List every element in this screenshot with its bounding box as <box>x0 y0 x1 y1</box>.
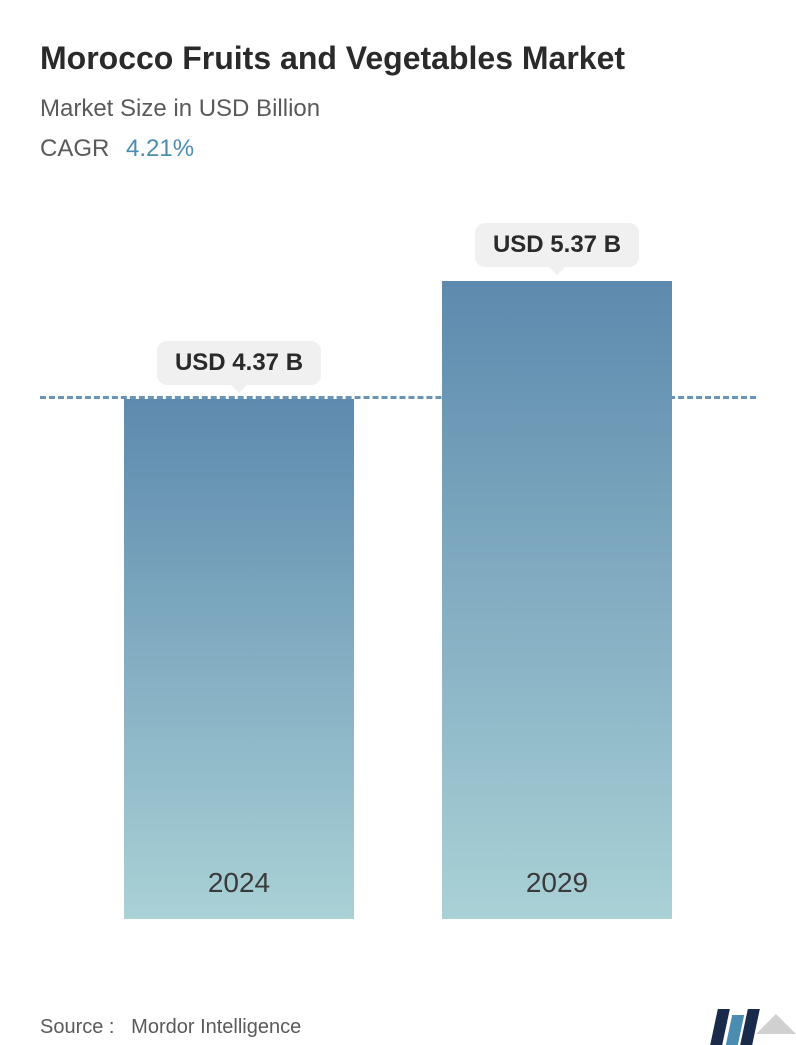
source-text: Source : Mordor Intelligence <box>40 1016 301 1039</box>
cagr-label: CAGR <box>40 135 109 162</box>
bar-group-2024: USD 4.37 B 2024 <box>124 341 354 919</box>
value-badge-2024: USD 4.37 B <box>157 341 321 385</box>
source-value: Mordor Intelligence <box>131 1016 301 1038</box>
value-badge-2029: USD 5.37 B <box>475 223 639 267</box>
logo <box>714 1009 756 1045</box>
source-label: Source : <box>40 1016 114 1038</box>
corner-fold-icon <box>756 994 796 1034</box>
subtitle: Market Size in USD Billion <box>40 95 756 123</box>
chart-container: Morocco Fruits and Vegetables Market Mar… <box>0 0 796 1034</box>
chart-area: USD 4.37 B 2024 USD 5.37 B 2029 <box>40 223 756 989</box>
bar-2029 <box>442 281 672 919</box>
footer: Source : Mordor Intelligence <box>40 999 756 1045</box>
bar-2024 <box>124 399 354 919</box>
page-title: Morocco Fruits and Vegetables Market <box>40 40 756 77</box>
cagr-value: 4.21% <box>126 135 194 162</box>
x-label-2029: 2029 <box>526 867 588 899</box>
bar-group-2029: USD 5.37 B 2029 <box>442 223 672 919</box>
x-label-2024: 2024 <box>208 867 270 899</box>
cagr-row: CAGR 4.21% <box>40 135 756 163</box>
